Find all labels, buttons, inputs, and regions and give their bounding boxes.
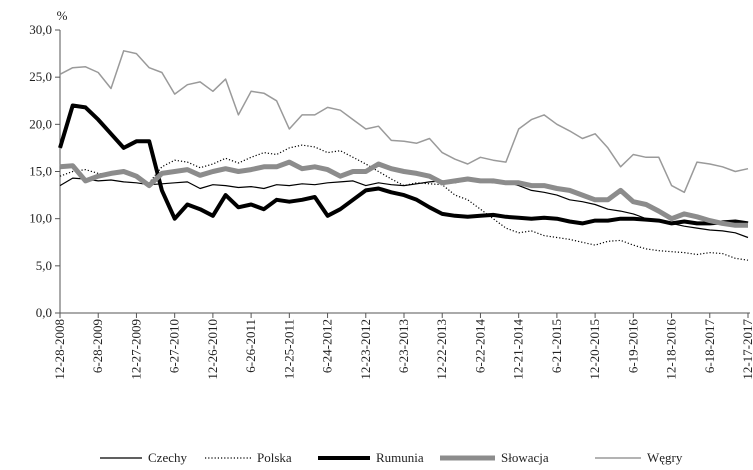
- x-tick-label: 6-27-2010: [167, 319, 182, 373]
- legend-label: Czechy: [148, 450, 187, 465]
- x-tick-label: 12-25-2011: [281, 319, 296, 379]
- legend-label: Węgry: [647, 450, 683, 465]
- x-tick-label: 6-22-2014: [472, 319, 487, 374]
- x-tick-label: 6-24-2012: [320, 319, 335, 373]
- x-tick-label: 12-18-2016: [664, 319, 679, 380]
- legend-label: Polska: [257, 450, 292, 465]
- legend-item: Czechy: [100, 450, 187, 465]
- x-tick-label: 6-18-2017: [702, 319, 717, 374]
- x-tick-label: 6-23-2013: [396, 319, 411, 373]
- series-line: [59, 159, 748, 228]
- x-tick-label: 12-28-2008: [52, 319, 67, 380]
- y-tick-label: 10,0: [29, 211, 52, 226]
- legend-item: Polska: [205, 450, 292, 465]
- series-line: [59, 177, 749, 239]
- legend-item: Rumunia: [318, 450, 424, 465]
- legend-item: Słowacja: [440, 450, 549, 465]
- y-tick-label: 0,0: [36, 305, 52, 320]
- y-tick-label: 20,0: [29, 116, 52, 131]
- x-tick-label: 12-20-2015: [587, 319, 602, 380]
- x-tick-label: 6-21-2015: [549, 319, 564, 373]
- x-tick-label: 12-17-2017: [740, 319, 753, 380]
- x-tick-label: 12-21-2014: [511, 319, 526, 380]
- series-line: [59, 50, 749, 194]
- x-tick-label: 12-27-2009: [128, 319, 143, 380]
- y-tick-label: 5,0: [36, 258, 52, 273]
- x-tick-label: 12-22-2013: [434, 319, 449, 380]
- y-tick-label: 25,0: [29, 69, 52, 84]
- legend-item: Węgry: [595, 450, 683, 465]
- series-line: [59, 144, 749, 261]
- y-axis-label: %: [57, 8, 68, 23]
- y-tick-label: 15,0: [29, 164, 52, 179]
- series-line: [58, 103, 749, 226]
- x-tick-label: 6-26-2011: [243, 319, 258, 373]
- legend-label: Rumunia: [376, 450, 424, 465]
- x-tick-label: 6-19-2016: [625, 319, 640, 374]
- legend-label: Słowacja: [501, 450, 549, 465]
- x-tick-label: 12-23-2012: [358, 319, 373, 380]
- x-tick-label: 12-26-2010: [205, 319, 220, 380]
- y-tick-label: 30,0: [29, 22, 52, 37]
- x-tick-label: 6-28-2009: [90, 319, 105, 373]
